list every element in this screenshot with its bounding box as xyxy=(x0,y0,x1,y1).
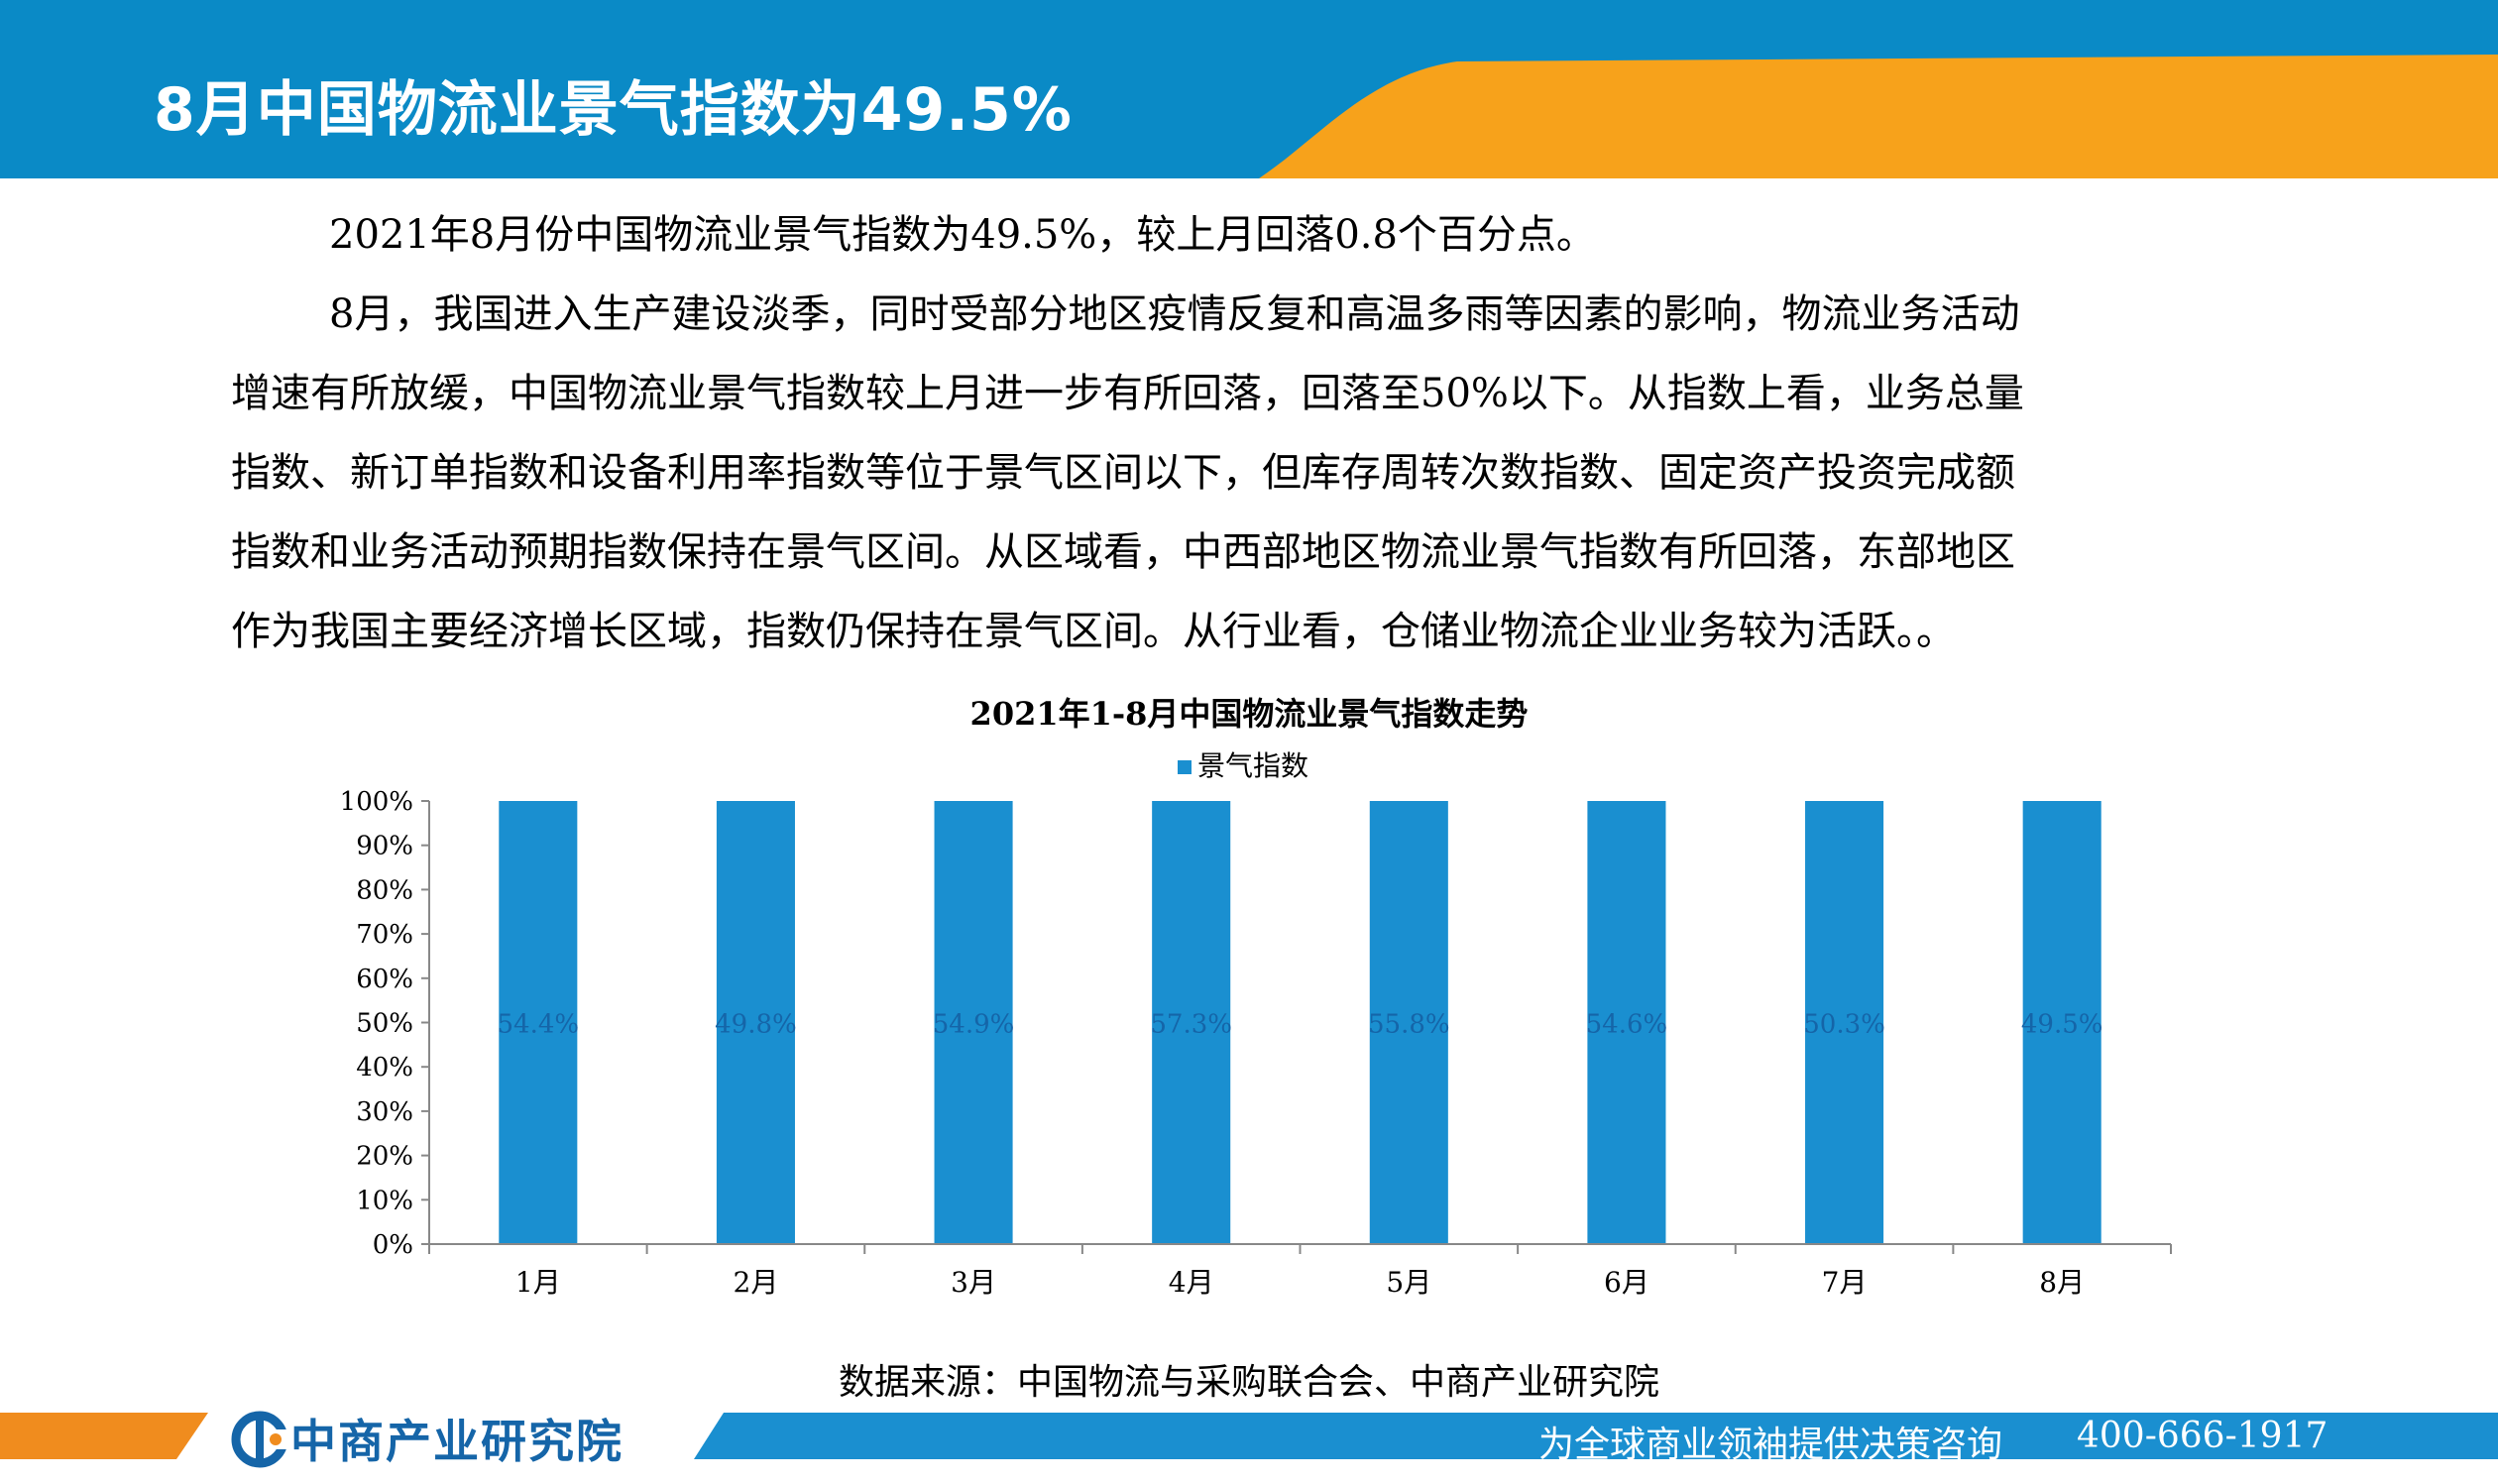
bar xyxy=(934,801,1013,1244)
y-tick-label: 100% xyxy=(340,787,413,817)
y-tick-label: 70% xyxy=(356,920,413,950)
x-tick-label: 2月 xyxy=(734,1266,779,1299)
paragraph-line-4: 指数、新订单指数和设备利用率指数等位于景气区间以下，但库存周转次数指数、固定资产… xyxy=(231,450,2015,496)
bar xyxy=(716,801,795,1244)
data-label: 57.3% xyxy=(1150,1010,1232,1040)
x-tick-label: 1月 xyxy=(515,1266,561,1299)
bar xyxy=(1152,801,1231,1244)
header-banner xyxy=(0,0,2498,178)
y-tick-label: 0% xyxy=(373,1230,413,1260)
logo-icon xyxy=(231,1411,289,1468)
y-tick-label: 10% xyxy=(356,1186,413,1215)
chart-title: 2021年1-8月中国物流业景气指数走势 xyxy=(969,695,1529,733)
footer-slogan: 为全球商业领袖提供决策咨询 xyxy=(1538,1425,2003,1465)
y-tick-label: 60% xyxy=(356,965,413,994)
y-tick-label: 80% xyxy=(356,875,413,905)
y-tick-label: 20% xyxy=(356,1142,413,1172)
data-label: 54.6% xyxy=(1586,1010,1668,1040)
bar xyxy=(499,801,578,1244)
paragraph-line-2: 8月，我国进入生产建设淡季，同时受部分地区疫情反复和高温多雨等因素的影响，物流业… xyxy=(329,291,2020,337)
legend-swatch xyxy=(1178,760,1192,774)
logo-text: 中商产业研究院 xyxy=(290,1415,624,1468)
bar-chart: 景气指数 0% 10% 20% 30% 40% 50% 60% 70% 80% 90% 100% 54.… xyxy=(340,749,2172,1299)
bar xyxy=(2022,801,2101,1244)
page-title: 8月中国物流业景气指数为49.5% xyxy=(154,75,1073,145)
data-source: 数据来源：中国物流与采购联合会、中商产业研究院 xyxy=(838,1362,1659,1403)
x-tick-label: 4月 xyxy=(1169,1266,1214,1299)
bar xyxy=(1587,801,1666,1244)
data-label: 55.8% xyxy=(1368,1010,1450,1040)
footer-bar xyxy=(0,1413,2498,1459)
footer-phone: 400-666-1917 xyxy=(2077,1416,2328,1456)
x-tick-label: 6月 xyxy=(1604,1266,1649,1299)
x-tick-label: 8月 xyxy=(2039,1266,2085,1299)
x-tick-label: 5月 xyxy=(1386,1266,1431,1299)
legend-label: 景气指数 xyxy=(1197,749,1308,782)
bar xyxy=(1805,801,1884,1244)
x-tick-label: 3月 xyxy=(951,1266,996,1299)
x-tick-label: 7月 xyxy=(1822,1266,1868,1299)
y-tick-label: 30% xyxy=(356,1097,413,1127)
bar xyxy=(1369,801,1448,1244)
data-label: 49.5% xyxy=(2021,1010,2103,1040)
data-label: 50.3% xyxy=(1803,1010,1885,1040)
y-tick-label: 40% xyxy=(356,1053,413,1083)
y-tick-label: 90% xyxy=(356,832,413,861)
y-tick-label: 50% xyxy=(356,1009,413,1039)
paragraph-line-6: 作为我国主要经济增长区域，指数仍保持在景气区间。从行业看，仓储业物流企业业务较为… xyxy=(231,609,1956,654)
paragraph-line-3: 增速有所放缓，中国物流业景气指数较上月进一步有所回落，回落至50%以下。从指数上… xyxy=(231,371,2024,416)
data-label: 54.9% xyxy=(933,1010,1015,1040)
data-label: 54.4% xyxy=(498,1010,580,1040)
paragraph-line-1: 2021年8月份中国物流业景气指数为49.5%，较上月回落0.8个百分点。 xyxy=(329,212,1596,258)
data-label: 49.8% xyxy=(715,1010,797,1040)
paragraph-line-5: 指数和业务活动预期指数保持在景气区间。从区域看，中西部地区物流业景气指数有所回落… xyxy=(231,529,2015,575)
